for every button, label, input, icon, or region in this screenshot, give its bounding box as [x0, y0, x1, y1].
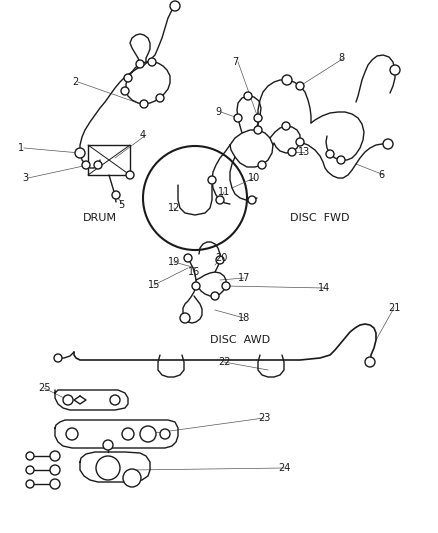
- Circle shape: [50, 479, 60, 489]
- Circle shape: [383, 139, 393, 149]
- Text: 25: 25: [38, 383, 50, 393]
- Text: 5: 5: [118, 200, 124, 210]
- Text: DISC  AWD: DISC AWD: [210, 335, 270, 345]
- Circle shape: [216, 256, 224, 264]
- Text: 19: 19: [168, 257, 180, 267]
- Circle shape: [208, 176, 216, 184]
- Circle shape: [50, 451, 60, 461]
- Text: 1: 1: [18, 143, 24, 153]
- Text: 24: 24: [278, 463, 290, 473]
- Circle shape: [211, 292, 219, 300]
- Text: 3: 3: [22, 173, 28, 183]
- Circle shape: [136, 60, 144, 68]
- Circle shape: [365, 357, 375, 367]
- Text: 10: 10: [248, 173, 260, 183]
- Circle shape: [222, 282, 230, 290]
- Circle shape: [296, 82, 304, 90]
- Text: 15: 15: [148, 280, 160, 290]
- Circle shape: [124, 74, 132, 82]
- Circle shape: [66, 428, 78, 440]
- Text: 23: 23: [258, 413, 270, 423]
- Circle shape: [234, 114, 242, 122]
- Text: DISC  FWD: DISC FWD: [290, 213, 350, 223]
- Circle shape: [127, 473, 137, 483]
- Circle shape: [244, 92, 252, 100]
- Text: 17: 17: [238, 273, 251, 283]
- Circle shape: [122, 428, 134, 440]
- Circle shape: [148, 58, 156, 66]
- Circle shape: [390, 65, 400, 75]
- Circle shape: [160, 429, 170, 439]
- Circle shape: [54, 354, 62, 362]
- Circle shape: [326, 150, 334, 158]
- Circle shape: [121, 87, 129, 95]
- Circle shape: [143, 146, 247, 250]
- Text: 2: 2: [72, 77, 78, 87]
- Circle shape: [180, 313, 190, 323]
- Circle shape: [26, 466, 34, 474]
- Circle shape: [216, 196, 224, 204]
- Text: 14: 14: [318, 283, 330, 293]
- Text: 11: 11: [218, 187, 230, 197]
- Circle shape: [110, 395, 120, 405]
- Circle shape: [94, 161, 102, 169]
- Circle shape: [337, 156, 345, 164]
- Circle shape: [123, 469, 141, 487]
- Circle shape: [288, 148, 296, 156]
- Circle shape: [258, 161, 266, 169]
- Text: 9: 9: [215, 107, 221, 117]
- Text: 22: 22: [218, 357, 230, 367]
- Circle shape: [101, 461, 115, 475]
- Text: 7: 7: [232, 57, 238, 67]
- Text: 12: 12: [168, 203, 180, 213]
- Text: 21: 21: [388, 303, 400, 313]
- Text: 18: 18: [238, 313, 250, 323]
- Circle shape: [26, 480, 34, 488]
- Text: 4: 4: [140, 130, 146, 140]
- Circle shape: [75, 148, 85, 158]
- Circle shape: [254, 114, 262, 122]
- Circle shape: [296, 138, 304, 146]
- Circle shape: [184, 254, 192, 262]
- Text: 13: 13: [298, 147, 310, 157]
- Circle shape: [140, 426, 156, 442]
- Circle shape: [156, 94, 164, 102]
- Circle shape: [26, 452, 34, 460]
- Circle shape: [248, 196, 256, 204]
- Circle shape: [282, 75, 292, 85]
- Circle shape: [82, 161, 90, 169]
- Circle shape: [96, 456, 120, 480]
- Circle shape: [192, 282, 200, 290]
- Text: 20: 20: [215, 253, 227, 263]
- Circle shape: [140, 100, 148, 108]
- Circle shape: [112, 191, 120, 199]
- Text: 8: 8: [338, 53, 344, 63]
- Circle shape: [126, 171, 134, 179]
- Circle shape: [254, 126, 262, 134]
- Circle shape: [50, 465, 60, 475]
- Text: 6: 6: [378, 170, 384, 180]
- Text: DRUM: DRUM: [83, 213, 117, 223]
- Circle shape: [63, 395, 73, 405]
- Circle shape: [170, 1, 180, 11]
- Circle shape: [282, 122, 290, 130]
- Circle shape: [103, 440, 113, 450]
- Text: 16: 16: [188, 267, 200, 277]
